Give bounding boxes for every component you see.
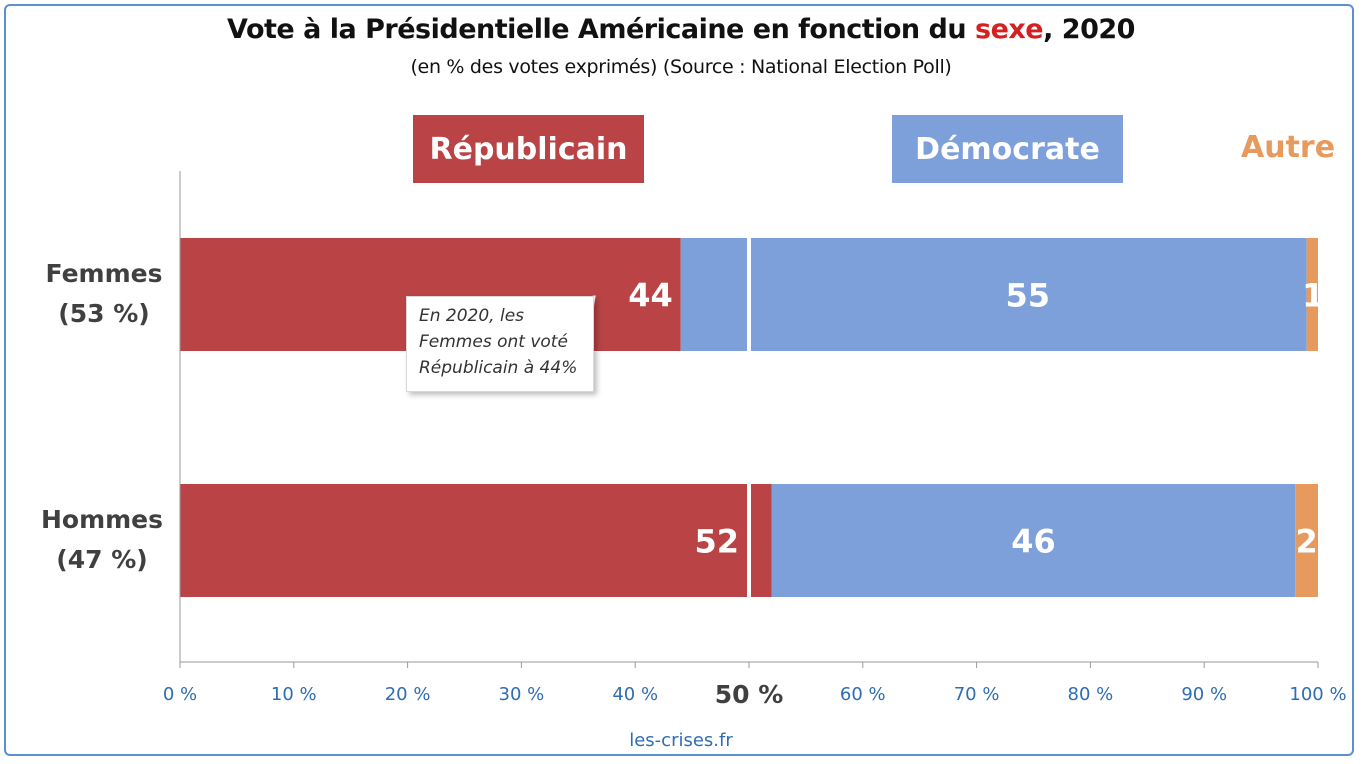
x-tick-label-6: 60 % <box>840 684 886 705</box>
callout-line-3: Républicain à 44% <box>419 358 578 378</box>
x-tick-label-3: 30 % <box>499 684 545 705</box>
legend-republicain: Républicain <box>413 115 644 183</box>
title-suffix: , 2020 <box>1043 14 1135 45</box>
chart-frame <box>4 4 1354 756</box>
x-tick-label-1: 10 % <box>271 684 317 705</box>
data-label-republicain-0: 44 <box>628 277 673 315</box>
x-tick-label-4: 40 % <box>612 684 658 705</box>
bar-autre-1 <box>1295 484 1318 597</box>
x-tick-label-9: 90 % <box>1181 684 1227 705</box>
data-label-democrate-1: 46 <box>1011 523 1056 561</box>
bar-autre-0 <box>1306 238 1318 351</box>
data-label-republicain-1: 52 <box>694 523 739 561</box>
row-label-hommes-name: Hommes <box>40 505 164 534</box>
x-tick-label-7: 70 % <box>954 684 1000 705</box>
data-label-autre-0: 1 <box>1302 277 1324 315</box>
bar-democrate-1 <box>771 484 1296 597</box>
row-label-hommes: Hommes (47 %) <box>17 500 187 580</box>
x-tick-label-10: 100 % <box>1289 684 1346 705</box>
bar-democrate-0 <box>680 238 1307 351</box>
x-tick-label-8: 80 % <box>1068 684 1114 705</box>
source-footer: les-crises.fr <box>629 730 733 751</box>
row-label-femmes: Femmes (53 %) <box>19 254 189 334</box>
row-label-femmes-name: Femmes <box>45 259 163 288</box>
data-label-democrate-0: 55 <box>1006 277 1051 315</box>
x-tick-label-0: 0 % <box>163 684 197 705</box>
row-label-hommes-share: (47 %) <box>56 545 148 574</box>
row-label-femmes-share: (53 %) <box>58 299 150 328</box>
legend-democrate: Démocrate <box>892 115 1123 183</box>
bar-republicain-1 <box>180 484 772 597</box>
callout-line-2: Femmes ont voté <box>419 332 568 352</box>
title-highlight: sexe <box>975 14 1044 45</box>
annotation-callout: En 2020, les Femmes ont voté Républicain… <box>406 296 594 392</box>
chart-subtitle: (en % des votes exprimés) (Source : Nati… <box>410 56 952 78</box>
chart-title: Vote à la Présidentielle Américaine en f… <box>0 14 1362 45</box>
title-text: Vote à la Présidentielle Américaine en f… <box>227 14 975 45</box>
x-tick-label-5: 50 % <box>715 680 784 709</box>
data-label-autre-1: 2 <box>1295 523 1317 561</box>
x-tick-label-2: 20 % <box>385 684 431 705</box>
legend-autre: Autre <box>1241 130 1336 165</box>
callout-line-1: En 2020, les <box>419 306 525 326</box>
